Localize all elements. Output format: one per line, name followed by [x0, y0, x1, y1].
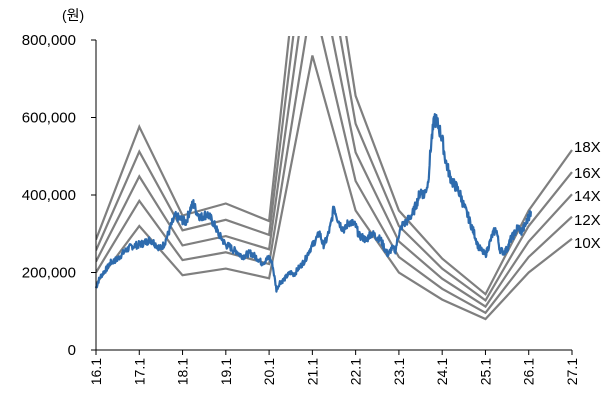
price-series	[94, 112, 532, 293]
x-tick-label: 21.1	[304, 358, 320, 385]
valuation-bands	[96, 36, 573, 321]
x-tick-label: 19.1	[218, 358, 234, 385]
price-line	[94, 112, 532, 293]
band-label-16x: 16X	[574, 165, 601, 182]
y-tick-label: 600,000	[22, 110, 76, 127]
x-tick-label: 26.1	[521, 358, 537, 385]
band-label-18x: 18X	[574, 139, 601, 156]
band-line-10x	[96, 55, 573, 321]
x-tick-label: 18.1	[175, 358, 191, 385]
x-tick-label: 22.1	[348, 358, 364, 385]
y-tick-label: 0	[68, 342, 76, 359]
band-labels: 10X 12X 14X 16X 18X	[574, 139, 601, 252]
band-label-14x: 14X	[574, 188, 601, 205]
x-tick-label: 27.1	[564, 358, 580, 385]
band-label-10x: 10X	[574, 235, 601, 252]
band-line-18x	[96, 36, 573, 296]
x-tick-label: 23.1	[391, 358, 407, 385]
band-line-16x	[96, 36, 573, 303]
x-tick-label: 17.1	[131, 358, 147, 385]
x-tick-label: 16.1	[88, 358, 104, 385]
band-line-12x	[96, 36, 573, 315]
band-line-14x	[96, 36, 573, 309]
x-tick-label: 20.1	[261, 358, 277, 385]
x-tick-label: 25.1	[477, 358, 493, 385]
y-tick-label: 800,000	[22, 32, 76, 49]
y-unit-label: (원)	[62, 7, 84, 23]
x-tick-label: 24.1	[434, 358, 450, 385]
y-tick-label: 200,000	[22, 265, 76, 282]
axes: 0 200,000 400,000 600,000 800,000 16.1 17.1 18.…	[22, 32, 580, 385]
band-label-12x: 12X	[574, 212, 601, 229]
y-tick-label: 400,000	[22, 187, 76, 204]
